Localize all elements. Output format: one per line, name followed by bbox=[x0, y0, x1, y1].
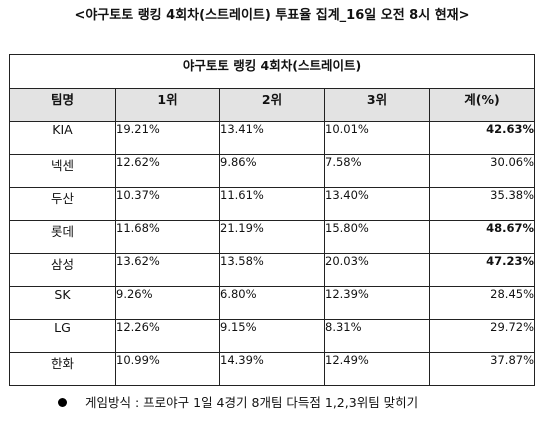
team-cell: 롯데 bbox=[9, 220, 116, 254]
total-cell: 28.45% bbox=[428, 286, 536, 320]
team-cell: SK bbox=[9, 286, 116, 320]
game-method-note: 게임방식 : 프로야구 1일 4경기 8개팀 다득점 1,2,3위팀 맞히기 bbox=[58, 392, 418, 411]
table-caption: 야구토토 랭킹 4회차(스트레이트) bbox=[8, 54, 536, 89]
third-place-cell: 13.40% bbox=[324, 187, 430, 221]
third-place-cell: 7.58% bbox=[324, 154, 430, 188]
team-cell: 넥센 bbox=[9, 154, 116, 188]
first-place-cell: 10.99% bbox=[115, 352, 220, 386]
header-first: 1위 bbox=[115, 88, 220, 122]
third-place-cell: 20.03% bbox=[324, 253, 430, 287]
first-place-cell: 11.68% bbox=[115, 220, 220, 254]
vote-rate-table: 야구토토 랭킹 4회차(스트레이트) 팀명 1위 2위 3위 계(%) KIA 1… bbox=[8, 54, 536, 386]
team-cell: LG bbox=[9, 319, 116, 353]
header-second: 2위 bbox=[219, 88, 325, 122]
first-place-cell: 13.62% bbox=[115, 253, 220, 287]
third-place-cell: 15.80% bbox=[324, 220, 430, 254]
first-place-cell: 12.62% bbox=[115, 154, 220, 188]
header-third: 3위 bbox=[324, 88, 430, 122]
total-cell: 37.87% bbox=[428, 352, 536, 386]
first-place-cell: 9.26% bbox=[115, 286, 220, 320]
table-row: 두산 10.37% 11.61% 13.40% 35.38% bbox=[9, 187, 536, 221]
total-cell: 30.06% bbox=[428, 154, 536, 188]
table-row: 한화 10.99% 14.39% 12.49% 37.87% bbox=[9, 352, 536, 386]
table-row: 삼성 13.62% 13.58% 20.03% 47.23% bbox=[9, 253, 536, 287]
table-row: 넥센 12.62% 9.86% 7.58% 30.06% bbox=[9, 154, 536, 188]
table-row: 롯데 11.68% 21.19% 15.80% 48.67% bbox=[9, 220, 536, 254]
total-cell: 29.72% bbox=[428, 319, 536, 353]
second-place-cell: 13.58% bbox=[219, 253, 325, 287]
total-cell: 35.38% bbox=[428, 187, 536, 221]
table-row: LG 12.26% 9.15% 8.31% 29.72% bbox=[9, 319, 536, 353]
second-place-cell: 9.15% bbox=[219, 319, 325, 353]
second-place-cell: 14.39% bbox=[219, 352, 325, 386]
team-cell: KIA bbox=[9, 121, 116, 155]
third-place-cell: 10.01% bbox=[324, 121, 430, 155]
team-cell: 삼성 bbox=[9, 253, 116, 287]
total-cell: 42.63% bbox=[428, 121, 536, 155]
total-cell: 48.67% bbox=[428, 220, 536, 254]
bullet-icon bbox=[58, 398, 67, 407]
second-place-cell: 21.19% bbox=[219, 220, 325, 254]
third-place-cell: 8.31% bbox=[324, 319, 430, 353]
table-row: KIA 19.21% 13.41% 10.01% 42.63% bbox=[9, 121, 536, 155]
second-place-cell: 6.80% bbox=[219, 286, 325, 320]
first-place-cell: 10.37% bbox=[115, 187, 220, 221]
first-place-cell: 19.21% bbox=[115, 121, 220, 155]
second-place-cell: 9.86% bbox=[219, 154, 325, 188]
team-cell: 한화 bbox=[9, 352, 116, 386]
table-row: SK 9.26% 6.80% 12.39% 28.45% bbox=[9, 286, 536, 320]
header-total: 계(%) bbox=[428, 88, 536, 122]
total-cell: 47.23% bbox=[428, 253, 536, 287]
header-team: 팀명 bbox=[9, 88, 116, 122]
second-place-cell: 13.41% bbox=[219, 121, 325, 155]
second-place-cell: 11.61% bbox=[219, 187, 325, 221]
third-place-cell: 12.39% bbox=[324, 286, 430, 320]
note-text: 게임방식 : 프로야구 1일 4경기 8개팀 다득점 1,2,3위팀 맞히기 bbox=[85, 395, 419, 410]
first-place-cell: 12.26% bbox=[115, 319, 220, 353]
page-title: <야구토토 랭킹 4회차(스트레이트) 투표율 집계_16일 오전 8시 현재> bbox=[74, 8, 470, 23]
third-place-cell: 12.49% bbox=[324, 352, 430, 386]
team-cell: 두산 bbox=[9, 187, 116, 221]
